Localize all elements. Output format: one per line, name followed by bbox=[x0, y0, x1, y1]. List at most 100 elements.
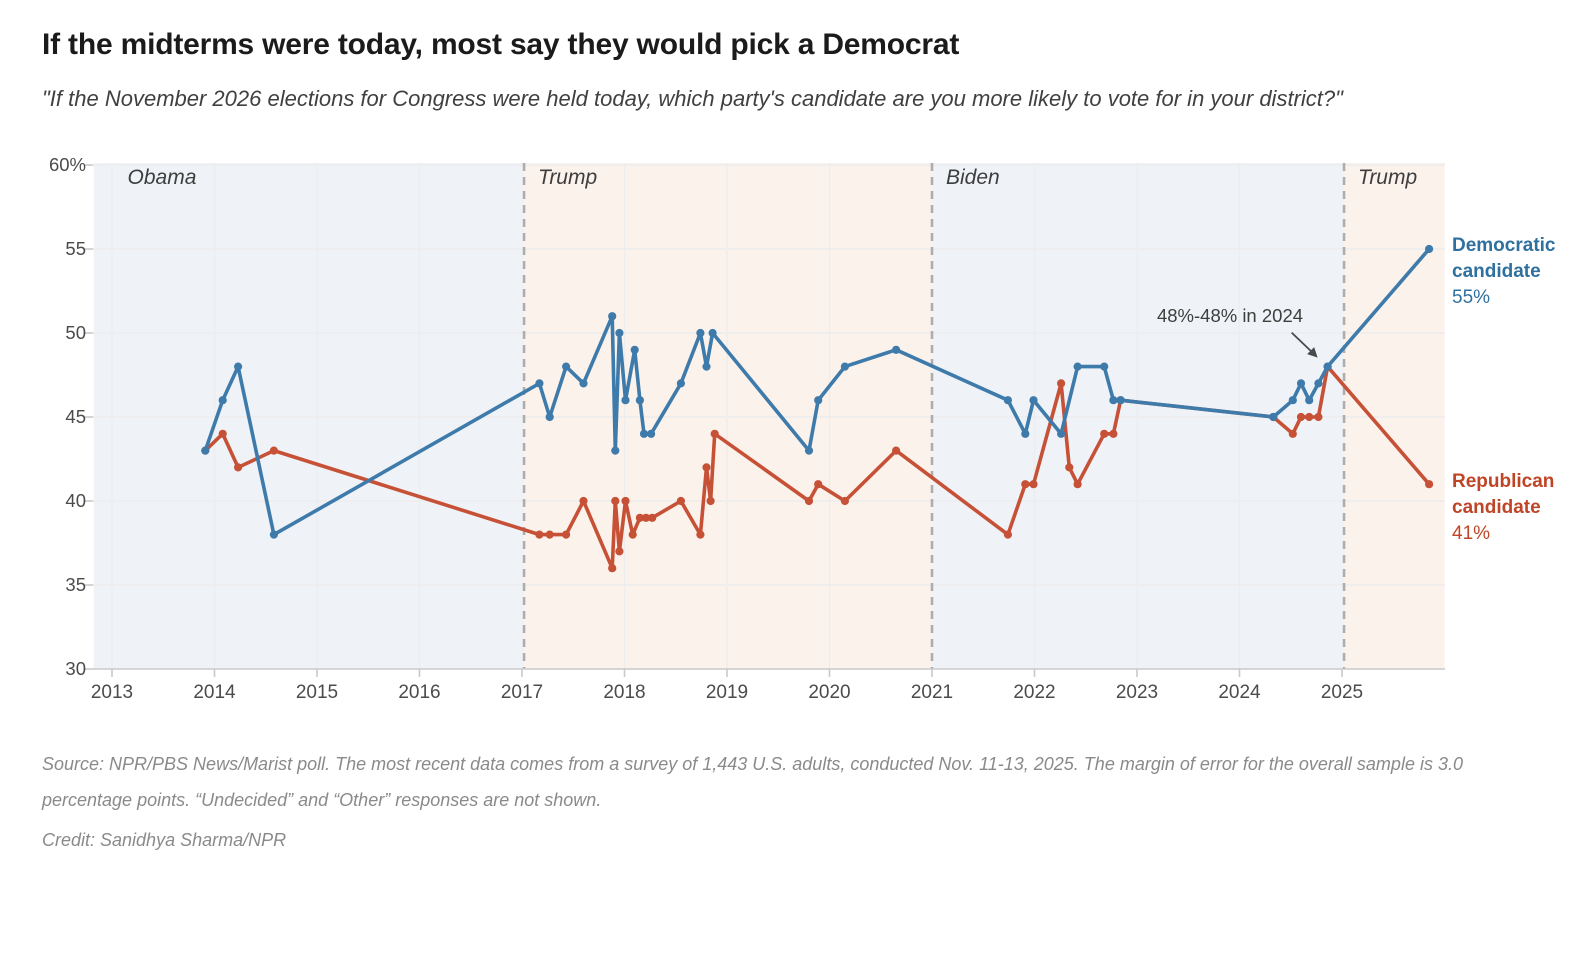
data-point bbox=[1029, 480, 1038, 489]
x-tick-label: 2017 bbox=[500, 682, 544, 703]
annotation-arrow-head bbox=[1307, 347, 1318, 358]
y-tick-label: 30 bbox=[65, 658, 86, 679]
data-point bbox=[710, 429, 719, 438]
data-point bbox=[1425, 480, 1434, 489]
data-point bbox=[1314, 412, 1323, 422]
data-point bbox=[1100, 429, 1109, 438]
data-point bbox=[218, 429, 227, 438]
x-tick-label: 2018 bbox=[603, 682, 646, 703]
data-point bbox=[1109, 396, 1118, 405]
data-point bbox=[814, 480, 823, 489]
data-point bbox=[545, 530, 554, 539]
data-point bbox=[621, 496, 630, 506]
annotation-arrow-shaft bbox=[1291, 331, 1315, 355]
y-tick-label: 55 bbox=[65, 238, 86, 259]
data-point bbox=[535, 530, 544, 539]
y-tick-label: 45 bbox=[65, 406, 86, 427]
era-label-trump-3: Trump bbox=[1358, 166, 1418, 189]
data-point bbox=[1003, 530, 1013, 539]
x-tick-label: 2022 bbox=[1013, 682, 1056, 703]
era-label-obama-0: Obama bbox=[127, 166, 197, 189]
data-point bbox=[1021, 429, 1030, 438]
data-point bbox=[1057, 379, 1066, 388]
data-point bbox=[1296, 412, 1306, 422]
data-point bbox=[804, 496, 814, 506]
data-point bbox=[702, 463, 711, 472]
data-point bbox=[696, 530, 705, 539]
data-point bbox=[1057, 429, 1066, 438]
data-point bbox=[814, 396, 823, 405]
y-tick-label: 50 bbox=[65, 322, 86, 343]
x-tick-label: 2016 bbox=[398, 682, 441, 703]
data-point bbox=[201, 446, 210, 455]
data-point bbox=[1073, 480, 1082, 489]
democratic-label-line1: Democratic bbox=[1452, 235, 1556, 256]
data-point bbox=[676, 379, 686, 388]
data-point bbox=[635, 396, 645, 405]
data-point bbox=[892, 345, 901, 354]
data-point bbox=[1296, 379, 1306, 388]
era-band-biden-2 bbox=[932, 163, 1345, 669]
data-point bbox=[615, 328, 624, 338]
data-point bbox=[1305, 396, 1314, 405]
data-point bbox=[615, 547, 624, 556]
data-point bbox=[621, 396, 630, 405]
x-tick-label: 2020 bbox=[808, 682, 851, 703]
republican-series-label: Republican candidate 41% bbox=[1452, 469, 1554, 547]
data-point bbox=[1029, 396, 1038, 405]
source-note: Source: NPR/PBS News/Marist poll. The mo… bbox=[42, 754, 1463, 810]
data-point bbox=[1116, 396, 1125, 405]
data-point bbox=[1323, 362, 1332, 371]
democratic-series-label: Democratic candidate 55% bbox=[1452, 233, 1556, 311]
annotation-48-48: 48%-48% in 2024 bbox=[1156, 305, 1304, 326]
data-point bbox=[579, 496, 588, 506]
data-point bbox=[1425, 244, 1434, 254]
data-point bbox=[234, 362, 243, 371]
page-title: If the midterms were today, most say the… bbox=[42, 28, 960, 61]
x-tick-label: 2025 bbox=[1320, 682, 1364, 703]
data-point bbox=[269, 446, 278, 455]
x-tick-label: 2021 bbox=[910, 682, 954, 703]
data-point bbox=[635, 513, 645, 522]
y-tick-label: 60% bbox=[48, 154, 86, 175]
data-point bbox=[648, 513, 657, 522]
data-point bbox=[608, 312, 617, 321]
x-tick-label: 2024 bbox=[1218, 682, 1261, 703]
data-point bbox=[234, 463, 243, 472]
data-point bbox=[269, 530, 278, 539]
data-point bbox=[639, 429, 649, 438]
data-point bbox=[696, 328, 705, 338]
x-tick-label: 2023 bbox=[1115, 682, 1159, 703]
data-point bbox=[1065, 463, 1074, 472]
democratic-label-line2: candidate bbox=[1452, 261, 1541, 282]
x-tick-label: 2019 bbox=[705, 682, 749, 703]
republican-label-line1: Republican bbox=[1452, 471, 1555, 492]
data-point bbox=[611, 446, 620, 455]
data-point bbox=[1021, 480, 1030, 489]
data-point bbox=[579, 379, 588, 388]
data-point bbox=[1305, 412, 1314, 422]
data-point bbox=[706, 496, 715, 506]
democratic-value-label: 55% bbox=[1452, 287, 1491, 308]
data-point bbox=[1100, 362, 1109, 371]
data-point bbox=[840, 362, 850, 371]
data-point bbox=[1288, 396, 1297, 405]
data-point bbox=[545, 412, 554, 422]
data-point bbox=[608, 564, 617, 573]
data-point bbox=[702, 362, 711, 371]
data-point bbox=[708, 328, 717, 338]
data-point bbox=[647, 429, 656, 438]
data-point bbox=[1288, 429, 1297, 438]
data-point bbox=[676, 496, 686, 506]
data-point bbox=[1109, 429, 1118, 438]
era-band-trump-1 bbox=[524, 163, 932, 669]
republican-label-line2: candidate bbox=[1452, 497, 1541, 518]
data-point bbox=[562, 362, 571, 371]
era-label-biden-2: Biden bbox=[946, 166, 1000, 189]
data-point bbox=[562, 530, 571, 539]
data-point bbox=[1269, 412, 1278, 422]
era-band-trump-3 bbox=[1344, 163, 1445, 669]
data-point bbox=[1073, 362, 1082, 371]
data-point bbox=[630, 345, 639, 354]
republican-value-label: 41% bbox=[1452, 523, 1491, 544]
